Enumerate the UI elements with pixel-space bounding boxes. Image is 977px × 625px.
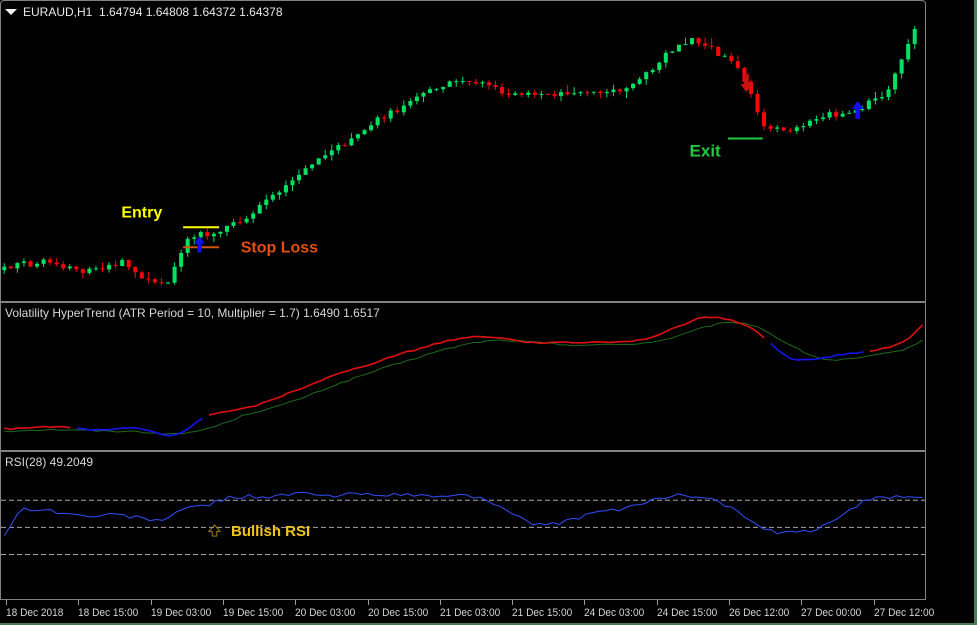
svg-text:Stop Loss: Stop Loss [241,239,318,256]
svg-text:Exit: Exit [690,142,722,161]
svg-text:Entry: Entry [121,204,162,221]
